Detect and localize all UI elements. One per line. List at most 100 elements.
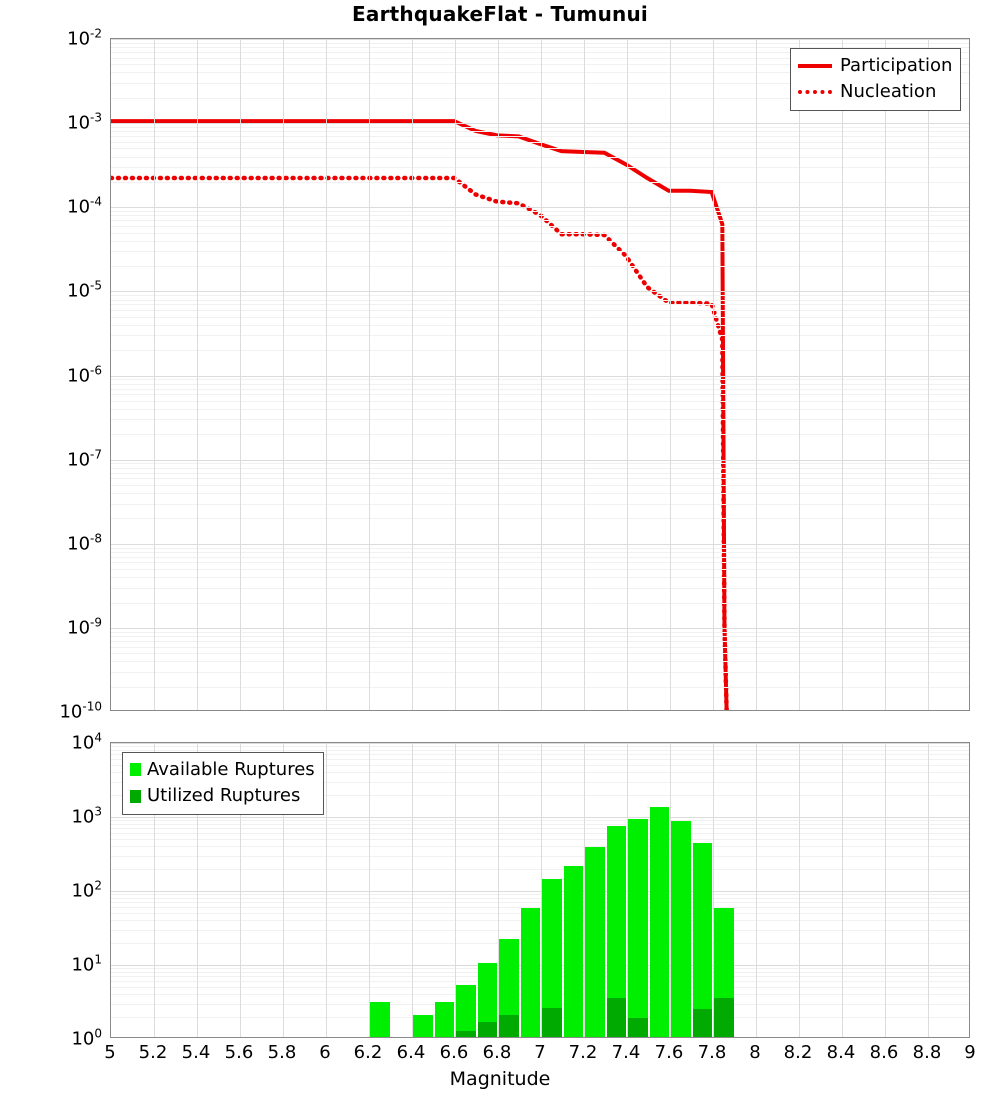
legend-label-utilized: Utilized Ruptures	[147, 785, 301, 807]
grid-line-minor	[111, 1003, 969, 1005]
x-axis-label: Magnitude	[449, 1068, 551, 1090]
grid-line-minor	[111, 556, 969, 558]
bar-available-segment	[649, 806, 669, 1037]
bar-available-segment	[477, 963, 497, 1037]
x-tick-label: 6.6	[439, 1042, 469, 1063]
grid-line-minor	[111, 920, 969, 922]
legend-item-nucleation[interactable]: Nucleation	[798, 80, 952, 103]
grid-line-minor	[111, 350, 969, 352]
grid-line-minor	[111, 232, 969, 234]
grid-line-minor	[111, 746, 969, 748]
grid-line-minor	[111, 754, 969, 756]
histogram-bar	[434, 743, 454, 1037]
y-tick-label-bottom: 103	[71, 804, 102, 828]
bar-utilized-segment	[477, 1021, 497, 1037]
grid-line-minor	[111, 551, 969, 553]
x-tick-label: 7.6	[654, 1042, 684, 1063]
grid-line-vertical	[713, 743, 714, 1037]
solid-line-icon	[798, 63, 832, 68]
grid-line-vertical	[627, 39, 628, 710]
histogram-bar	[671, 743, 691, 1037]
grid-line-minor	[111, 97, 969, 99]
grid-line-minor	[111, 976, 969, 978]
y-tick-label-top: 10-5	[67, 278, 102, 302]
bar-utilized-segment	[542, 1007, 562, 1037]
legend-item-participation[interactable]: Participation	[798, 54, 952, 77]
grid-line-minor	[111, 472, 969, 474]
grid-line-vertical	[799, 39, 800, 710]
x-tick-label: 8	[749, 1042, 761, 1063]
grid-line-minor	[111, 394, 969, 396]
bar-available-segment	[606, 826, 626, 1037]
grid-line-minor	[111, 855, 969, 857]
grid-line-minor	[111, 750, 969, 752]
grid-line-minor	[111, 759, 969, 761]
legend-label-participation: Participation	[840, 55, 953, 76]
grid-line-vertical	[498, 39, 499, 710]
grid-line-minor	[111, 640, 969, 642]
x-tick-label: 8.8	[912, 1042, 942, 1063]
bottom-panel-legend: Available Ruptures Utilized Ruptures	[122, 752, 324, 815]
grid-line-major	[111, 375, 969, 377]
grid-line-vertical	[842, 743, 843, 1037]
grid-line-vertical	[885, 39, 886, 710]
histogram-bar	[649, 743, 669, 1037]
grid-line-vertical	[756, 743, 757, 1037]
grid-line-vertical	[240, 39, 241, 710]
y-tick-label-bottom: 104	[71, 730, 102, 754]
grid-line-minor	[111, 653, 969, 655]
legend-item-utilized-ruptures[interactable]: Utilized Ruptures	[130, 784, 315, 807]
grid-line-minor	[111, 646, 969, 648]
histogram-bar	[477, 743, 497, 1037]
grid-line-vertical	[154, 39, 155, 710]
grid-line-major	[111, 891, 969, 892]
grid-line-vertical	[240, 743, 241, 1037]
legend-item-available-ruptures[interactable]: Available Ruptures	[130, 758, 315, 781]
y-tick-label-top: 10-10	[59, 699, 102, 723]
grid-line-minor	[111, 631, 969, 633]
x-tick-label: 8.4	[826, 1042, 856, 1063]
grid-line-vertical	[369, 39, 370, 710]
histogram-bar	[542, 743, 562, 1037]
grid-line-vertical	[412, 39, 413, 710]
grid-line-vertical	[541, 39, 542, 710]
x-tick-label: 7	[534, 1042, 546, 1063]
grid-line-vertical	[756, 39, 757, 710]
grid-line-minor	[111, 968, 969, 970]
cumulative-rate-plot	[110, 38, 970, 711]
grid-line-minor	[111, 156, 969, 158]
grid-line-minor	[111, 972, 969, 974]
grid-line-vertical	[326, 39, 327, 710]
x-tick-label: 7.2	[568, 1042, 598, 1063]
grid-line-minor	[111, 868, 969, 870]
grid-line-minor	[111, 833, 969, 835]
available-color-icon	[130, 763, 141, 777]
grid-line-vertical	[455, 743, 456, 1037]
bar-available-segment	[542, 879, 562, 1037]
grid-line-minor	[111, 1016, 969, 1018]
histogram-bar	[520, 743, 540, 1037]
grid-line-minor	[111, 602, 969, 604]
grid-line-minor	[111, 772, 969, 774]
grid-line-minor	[111, 493, 969, 495]
grid-line-vertical	[670, 743, 671, 1037]
grid-line-minor	[111, 518, 969, 520]
grid-line-minor	[111, 131, 969, 133]
grid-line-major	[111, 39, 969, 40]
x-tick-label: 8.6	[869, 1042, 899, 1063]
grid-line-minor	[111, 898, 969, 900]
grid-line-minor	[111, 52, 969, 54]
x-tick-label: 6.4	[396, 1042, 426, 1063]
grid-line-minor	[111, 57, 969, 59]
bar-available-segment	[585, 846, 605, 1037]
grid-line-vertical	[885, 743, 886, 1037]
x-tick-label: 5.2	[138, 1042, 168, 1063]
x-tick-label: 7.8	[697, 1042, 727, 1063]
grid-line-minor	[111, 781, 969, 783]
grid-line-minor	[111, 794, 969, 796]
grid-line-minor	[111, 686, 969, 688]
y-tick-label-top: 10-7	[67, 447, 102, 471]
grid-line-minor	[111, 72, 969, 74]
histogram-bar	[499, 743, 519, 1037]
grid-line-minor	[111, 942, 969, 944]
